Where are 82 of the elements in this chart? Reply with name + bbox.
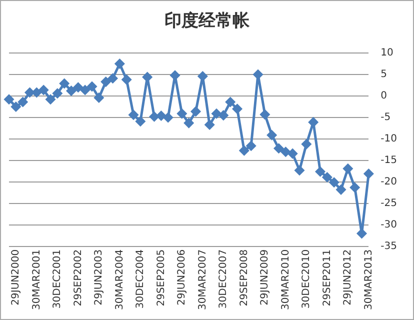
x-tick-label: 30MAR2013	[363, 249, 374, 310]
point	[114, 58, 124, 68]
y-tick-label: -15	[380, 155, 398, 166]
point	[52, 88, 62, 98]
point	[32, 88, 42, 98]
x-tick-label: 29JUN2000	[10, 249, 22, 306]
point	[150, 112, 159, 122]
x-tick-label: 30DEC2004	[135, 249, 146, 309]
x-tick-label: 29SEP2008	[238, 249, 250, 306]
point	[142, 72, 152, 82]
y-tick-label: 10	[380, 48, 394, 59]
point	[308, 117, 318, 127]
point	[156, 111, 166, 120]
point	[101, 77, 111, 87]
x-tick-label: 29JUN2012	[342, 249, 354, 306]
point	[177, 108, 187, 118]
point	[163, 112, 173, 122]
x-tick-label: 30MAR2001	[31, 249, 42, 310]
point	[212, 108, 222, 118]
point	[322, 172, 332, 182]
point	[274, 144, 284, 154]
point	[46, 94, 56, 104]
x-tick-label: 30DEC2007	[218, 249, 230, 309]
y-tick-label: -5	[380, 112, 391, 124]
x-tick-label: 30MAR2007	[197, 249, 208, 310]
point	[94, 92, 104, 102]
point	[267, 130, 277, 140]
point	[343, 164, 353, 174]
chart-title: 印度经常帐	[164, 10, 250, 32]
point	[218, 110, 228, 120]
point	[302, 139, 312, 149]
point	[4, 94, 14, 104]
y-tick-label: -30	[380, 220, 398, 231]
point	[136, 116, 146, 126]
point	[60, 78, 70, 88]
point	[329, 178, 339, 188]
x-tick-label: 30MAR2004	[114, 249, 126, 310]
y-tick-label: 5	[380, 69, 388, 80]
point	[11, 102, 21, 112]
x-tick-label: 30DEC2010	[301, 249, 312, 309]
point	[198, 71, 208, 81]
y-tick-label: -10	[380, 134, 398, 145]
point	[184, 118, 194, 128]
point	[128, 110, 138, 120]
point	[350, 182, 360, 192]
x-tick-label: 30MAR2010	[280, 249, 292, 310]
x-tick-label: 30DEC2001	[52, 249, 64, 309]
x-tick-label: 29JUN2006	[176, 249, 188, 306]
y-tick-label: -20	[380, 176, 398, 188]
point	[204, 120, 214, 130]
point	[364, 169, 374, 179]
point	[18, 97, 28, 107]
point	[122, 74, 132, 84]
x-tick-label: 29SEP2002	[72, 249, 84, 306]
point	[357, 228, 366, 238]
point	[260, 110, 270, 120]
point	[66, 86, 76, 96]
point	[25, 88, 34, 98]
point	[38, 85, 48, 95]
y-tick-label: 0	[380, 90, 388, 102]
point	[246, 141, 256, 151]
point	[294, 166, 304, 176]
point	[253, 70, 263, 80]
point	[316, 166, 325, 176]
point	[226, 97, 236, 107]
point	[232, 104, 242, 114]
point	[80, 85, 90, 95]
point	[73, 82, 83, 92]
point	[87, 82, 97, 92]
point	[170, 70, 180, 80]
y-tick-label: -35	[380, 241, 398, 252]
point	[191, 106, 200, 116]
x-tick-label: 29SEP2011	[322, 249, 333, 306]
point	[108, 74, 118, 84]
x-tick-label: 29SEP2005	[156, 249, 167, 306]
point	[239, 146, 249, 156]
point	[280, 147, 290, 157]
point	[336, 184, 346, 194]
x-tick-label: 29JUN2009	[260, 249, 271, 306]
x-tick-label: 29JUN2003	[94, 249, 105, 306]
y-tick-label: -25	[380, 198, 398, 210]
point	[288, 148, 298, 158]
